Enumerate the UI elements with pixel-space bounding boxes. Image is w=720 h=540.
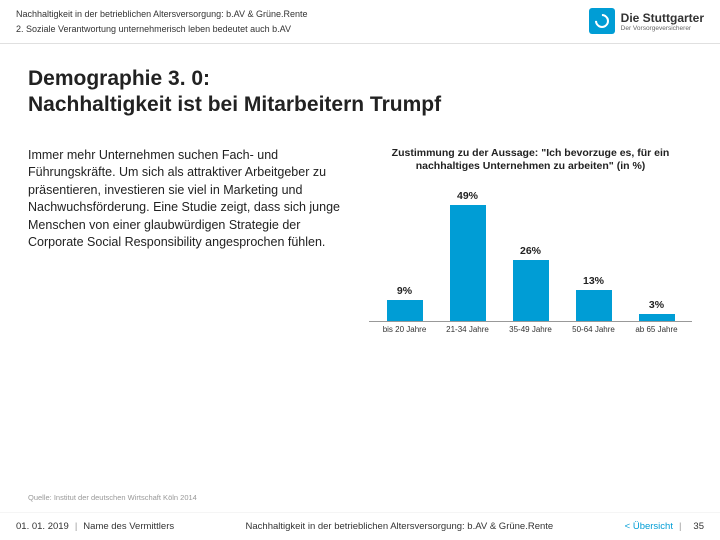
footer-center: Nachhaltigkeit in der betrieblichen Alte… [174,521,625,532]
breadcrumb-line-1: Nachhaltigkeit in der betrieblichen Alte… [16,8,589,21]
footer-sep-1: | [75,521,77,532]
bar-value-label: 26% [520,245,541,257]
bar-value-label: 9% [397,285,412,297]
footer-page: 35 [693,521,704,532]
bar [387,300,423,321]
logo-text-sub: Der Vorsorgeversicherer [621,25,704,32]
title-line-2: Nachhaltigkeit ist bei Mitarbeitern Trum… [28,93,441,116]
chart-area: 9% 49% 26% 13% 3% [369,182,692,322]
page-title: Demographie 3. 0: Nachhaltigkeit ist bei… [28,66,692,119]
content: Demographie 3. 0: Nachhaltigkeit ist bei… [0,44,720,344]
x-axis-label: 35-49 Jahre [505,325,557,334]
source-text: Quelle: Institut der deutschen Wirtschaf… [28,493,197,502]
bar [513,260,549,321]
bar-item: 26% [505,245,557,321]
bar [639,314,675,321]
chart-wrap: Zustimmung zu der Aussage: "Ich bevorzug… [369,147,692,334]
body-text: Immer mehr Unternehmen suchen Fach- und … [28,147,351,334]
x-axis-label: 50-64 Jahre [568,325,620,334]
x-axis-label: bis 20 Jahre [379,325,431,334]
bar-item: 49% [442,190,494,321]
x-axis-label: ab 65 Jahre [631,325,683,334]
logo-text-main: Die Stuttgarter [621,11,704,25]
bar [576,290,612,321]
logo-icon [589,8,615,34]
footer-name: Name des Vermittlers [83,521,174,532]
bar-item: 13% [568,275,620,321]
title-line-1: Demographie 3. 0: [28,67,210,90]
footer-back-link[interactable]: < Übersicht [625,521,673,532]
x-axis-label: 21-34 Jahre [442,325,494,334]
footer-sep-2: | [679,521,681,532]
bar-item: 9% [379,285,431,321]
breadcrumb-line-2: 2. Soziale Verantwortung unternehmerisch… [16,23,589,36]
chart-x-labels: bis 20 Jahre 21-34 Jahre 35-49 Jahre 50-64 … [369,322,692,334]
bar-value-label: 49% [457,190,478,202]
bar [450,205,486,321]
header-text: Nachhaltigkeit in der betrieblichen Alte… [16,8,589,35]
footer: 01. 01. 2019 | Name des Vermittlers Nach… [0,512,720,540]
body-row: Immer mehr Unternehmen suchen Fach- und … [28,147,692,334]
footer-date: 01. 01. 2019 [16,521,69,532]
bar-value-label: 3% [649,299,664,311]
bar-value-label: 13% [583,275,604,287]
chart-title: Zustimmung zu der Aussage: "Ich bevorzug… [369,147,692,174]
bar-item: 3% [631,299,683,321]
logo: Die Stuttgarter Der Vorsorgeversicherer [589,8,704,34]
header: Nachhaltigkeit in der betrieblichen Alte… [0,0,720,39]
